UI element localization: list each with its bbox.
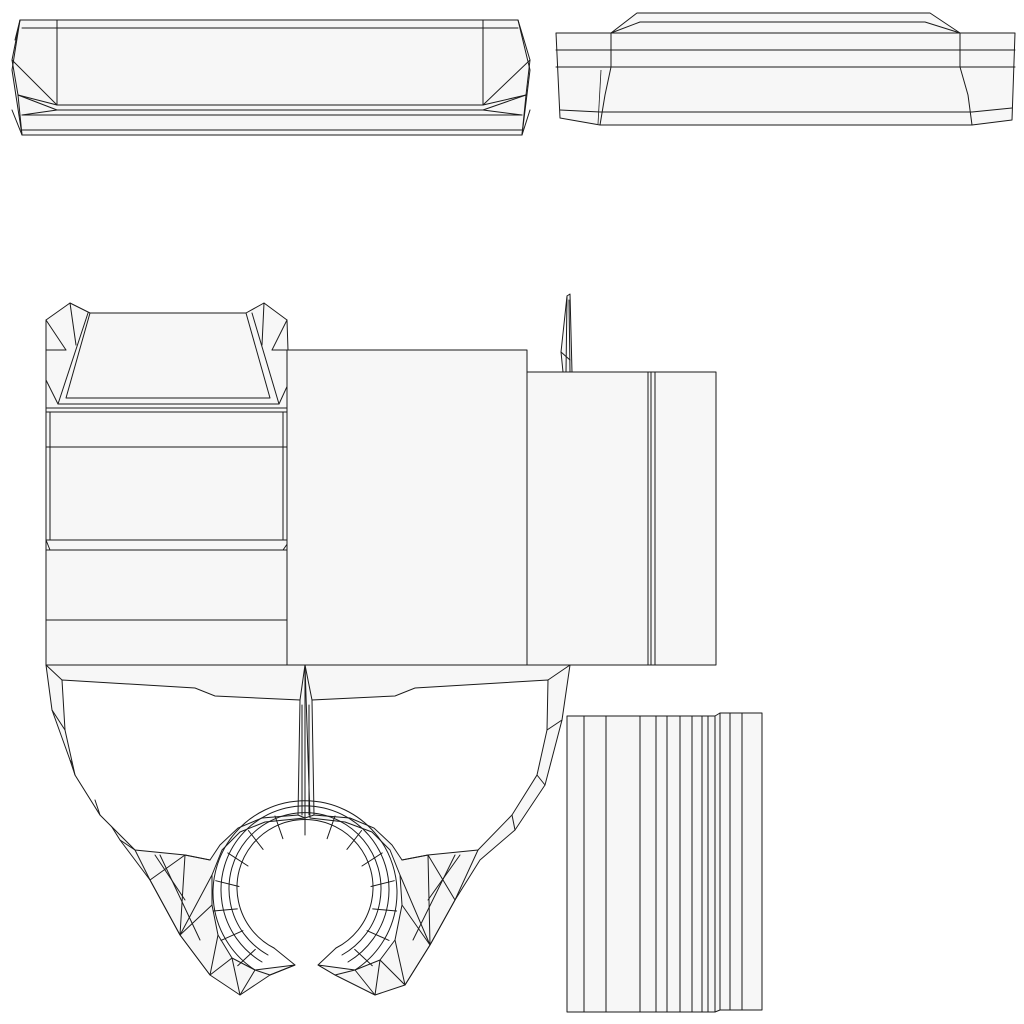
ring-segment-edge (237, 948, 256, 967)
ring-segment-edge (220, 930, 244, 941)
island-top-left-strip (11, 19, 531, 136)
ring-segment-edge (247, 830, 264, 850)
ring-segment-edge (215, 880, 240, 887)
ring-segment-edge (354, 948, 373, 967)
island-spike (560, 293, 573, 373)
ring-segment-edge (326, 815, 336, 840)
island-right-panel (526, 371, 717, 666)
ring-segment-edge (212, 908, 238, 912)
ring-segment-edge (372, 908, 398, 912)
ring-segment-edge (346, 830, 363, 850)
ring-segment-edge (361, 852, 383, 867)
ring-segment-edge (366, 930, 390, 941)
ring-segment-edge (227, 852, 249, 867)
island-center-panel (286, 349, 528, 666)
island-lower-yoke (45, 664, 571, 996)
island-left-panel (45, 302, 291, 666)
island-bottom-strip-block (566, 712, 763, 1013)
island-top-right-strip (555, 12, 1016, 126)
island-ring (212, 800, 398, 976)
ring-segment-edge (370, 880, 395, 887)
ring-segment-edge (274, 815, 284, 840)
